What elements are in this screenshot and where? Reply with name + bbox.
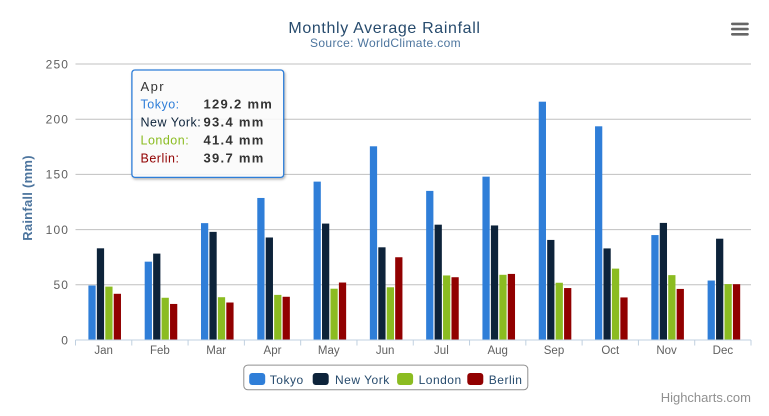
svg-text:Berlin:: Berlin:: [141, 152, 180, 166]
svg-text:93.4 mm: 93.4 mm: [204, 114, 265, 129]
svg-text:New York: New York: [335, 373, 390, 387]
svg-text:Highcharts.com: Highcharts.com: [661, 390, 751, 405]
svg-text:200: 200: [46, 113, 69, 127]
svg-text:May: May: [318, 345, 340, 357]
svg-text:39.7 mm: 39.7 mm: [204, 151, 265, 166]
svg-text:Jan: Jan: [94, 345, 113, 357]
svg-text:London: London: [419, 373, 462, 387]
svg-text:41.4 mm: 41.4 mm: [204, 133, 265, 148]
svg-text:Tokyo: Tokyo: [270, 373, 304, 387]
svg-text:Jun: Jun: [376, 345, 395, 357]
svg-text:Mar: Mar: [206, 345, 226, 357]
svg-text:Rainfall (mm): Rainfall (mm): [20, 155, 35, 241]
svg-text:New York:: New York:: [141, 115, 202, 129]
svg-text:250: 250: [46, 57, 69, 71]
svg-text:Feb: Feb: [150, 345, 170, 357]
svg-text:Sep: Sep: [544, 345, 564, 357]
svg-text:129.2 mm: 129.2 mm: [204, 96, 274, 111]
svg-text:Nov: Nov: [656, 345, 677, 357]
svg-text:Tokyo:: Tokyo:: [141, 97, 180, 111]
svg-text:Dec: Dec: [713, 345, 734, 357]
svg-text:Jul: Jul: [434, 345, 449, 357]
svg-text:Apr: Apr: [264, 345, 282, 357]
svg-text:Apr: Apr: [141, 79, 165, 94]
svg-text:Berlin: Berlin: [489, 373, 523, 387]
svg-text:Monthly Average Rainfall: Monthly Average Rainfall: [288, 20, 480, 37]
svg-text:Source: WorldClimate.com: Source: WorldClimate.com: [310, 36, 461, 50]
svg-text:0: 0: [61, 333, 69, 347]
svg-text:Oct: Oct: [601, 345, 620, 357]
svg-text:50: 50: [53, 278, 69, 292]
svg-text:London:: London:: [141, 134, 190, 148]
svg-text:Aug: Aug: [487, 345, 507, 357]
svg-text:150: 150: [46, 168, 69, 182]
svg-text:100: 100: [46, 223, 69, 237]
